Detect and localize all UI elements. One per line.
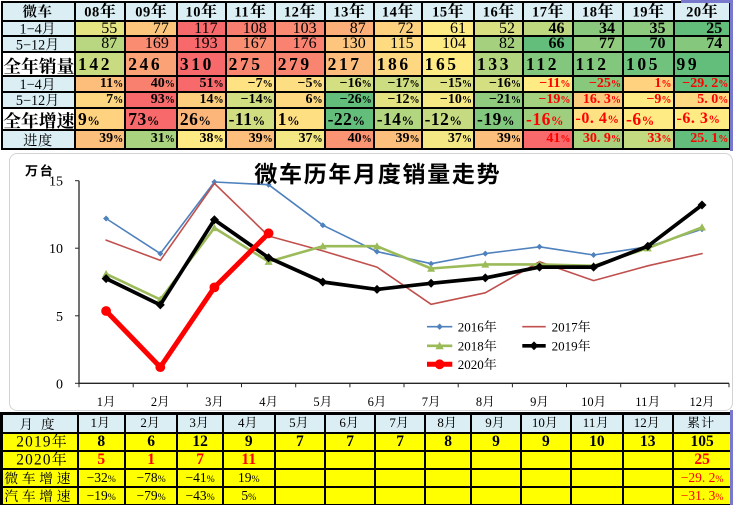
svg-text:5: 5: [289, 415, 296, 430]
svg-text:9: 9: [485, 415, 492, 430]
svg-text:4: 4: [259, 395, 266, 409]
svg-text:20: 20: [686, 5, 702, 21]
svg-text:5−12: 5−12: [16, 93, 45, 109]
svg-text:2016: 2016: [458, 319, 485, 334]
svg-text:2: 2: [151, 395, 157, 409]
svg-text:2: 2: [140, 415, 147, 430]
svg-text:5: 5: [56, 310, 63, 325]
svg-text:11: 11: [635, 395, 647, 409]
svg-text:17: 17: [532, 5, 548, 21]
svg-text:7: 7: [422, 395, 428, 409]
svg-text:12: 12: [634, 415, 647, 430]
svg-text:1: 1: [97, 395, 103, 409]
svg-text:3: 3: [189, 415, 196, 430]
svg-text:09: 09: [135, 5, 151, 21]
svg-text:9: 9: [530, 395, 536, 409]
svg-text:10: 10: [532, 415, 545, 430]
svg-text:2017: 2017: [552, 319, 579, 334]
svg-text:1−4: 1−4: [20, 21, 42, 37]
svg-text:16: 16: [483, 5, 499, 21]
svg-text:15: 15: [49, 175, 63, 190]
svg-text:8: 8: [437, 415, 444, 430]
svg-text:19: 19: [633, 5, 649, 21]
svg-text:10: 10: [186, 5, 202, 21]
svg-text:8: 8: [476, 395, 482, 409]
svg-text:2019: 2019: [552, 338, 578, 353]
svg-text:3: 3: [205, 395, 211, 409]
svg-text:12: 12: [690, 395, 703, 409]
svg-text:5−12: 5−12: [16, 37, 45, 53]
svg-text:11: 11: [234, 5, 249, 21]
svg-text:15: 15: [432, 5, 448, 21]
svg-text:13: 13: [333, 5, 349, 21]
svg-text:2020: 2020: [458, 357, 484, 372]
svg-text:18: 18: [582, 5, 598, 21]
svg-text:4: 4: [238, 415, 245, 430]
svg-text:7: 7: [389, 415, 396, 430]
svg-text:6: 6: [368, 395, 374, 409]
svg-text:0: 0: [56, 377, 63, 392]
svg-text:11: 11: [583, 415, 596, 430]
svg-text:2019: 2019: [16, 434, 51, 451]
svg-text:10: 10: [49, 242, 63, 257]
svg-text:6: 6: [339, 415, 346, 430]
svg-text:10: 10: [581, 395, 594, 409]
svg-text:14: 14: [382, 5, 398, 21]
svg-text:5: 5: [313, 395, 319, 409]
svg-text:2020: 2020: [16, 452, 51, 469]
svg-text:08: 08: [84, 5, 100, 21]
svg-text:2018: 2018: [458, 338, 484, 353]
svg-text:12: 12: [284, 5, 300, 21]
svg-text:1−4: 1−4: [20, 77, 42, 93]
svg-text:1: 1: [91, 415, 98, 430]
